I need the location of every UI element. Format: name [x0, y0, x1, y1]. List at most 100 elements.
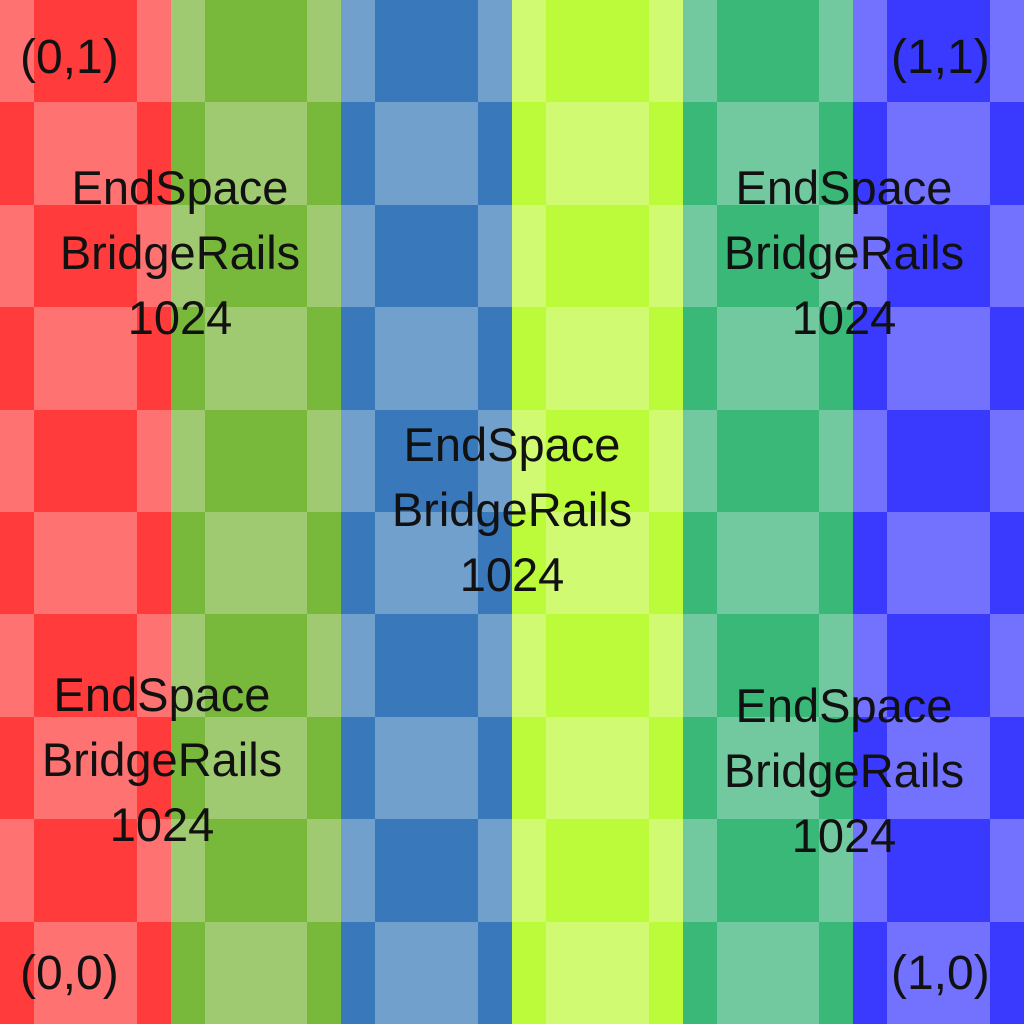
checker-cell	[819, 307, 853, 410]
checker-cell	[341, 410, 375, 512]
checker-cell	[683, 819, 717, 922]
checker-cell	[546, 717, 649, 819]
label-line-1: EndSpace	[403, 418, 621, 471]
checker-cell	[478, 0, 512, 102]
checker-cell	[171, 819, 205, 922]
checker-cell	[171, 102, 205, 205]
checker-cell	[375, 102, 478, 205]
checker-cell	[205, 205, 307, 307]
checker-cell	[478, 614, 512, 717]
checker-cell	[478, 922, 512, 1024]
checker-cell	[137, 0, 171, 102]
checker-cell	[512, 307, 546, 410]
checker-cell	[990, 512, 1024, 614]
checker-cell	[683, 307, 717, 410]
checker-cell	[546, 819, 649, 922]
label-line-3: 1024	[791, 291, 897, 344]
checker-cell	[512, 410, 546, 512]
checker-cell	[0, 307, 34, 410]
checker-cell	[137, 307, 171, 410]
checker-cell	[683, 922, 717, 1024]
checker-cell	[717, 205, 819, 307]
checker-cell	[887, 0, 990, 102]
checker-cell	[307, 307, 341, 410]
checker-cell	[649, 0, 683, 102]
checker-cell	[341, 922, 375, 1024]
checker-cell	[990, 102, 1024, 205]
checker-cell	[683, 614, 717, 717]
checker-cell	[375, 717, 478, 819]
checker-cell	[0, 819, 34, 922]
checker-cell	[990, 922, 1024, 1024]
checker-cell	[853, 0, 887, 102]
checker-cell	[990, 410, 1024, 512]
checker-cell	[990, 614, 1024, 717]
checker-cell	[853, 205, 887, 307]
checker-cell	[34, 102, 137, 205]
checker-cell	[478, 819, 512, 922]
label-line-3: 1024	[109, 798, 215, 851]
checker-cell	[887, 512, 990, 614]
label-top-right: EndSpace BridgeRails 1024	[684, 155, 1004, 350]
label-line-3: 1024	[791, 809, 897, 862]
checker-cell	[137, 614, 171, 717]
checker-cell	[990, 0, 1024, 102]
checker-cell	[478, 512, 512, 614]
checker-cell	[512, 102, 546, 205]
checker-cell	[171, 922, 205, 1024]
label-line-2: BridgeRails	[59, 226, 301, 279]
label-line-2: BridgeRails	[723, 226, 965, 279]
checker-cell	[819, 102, 853, 205]
label-line-2: BridgeRails	[723, 744, 965, 797]
label-line-1: EndSpace	[53, 668, 271, 721]
checker-cell	[887, 205, 990, 307]
checker-cell	[137, 512, 171, 614]
checker-cell	[546, 102, 649, 205]
checker-cell	[819, 410, 853, 512]
checker-cell	[205, 0, 307, 102]
checker-cell	[649, 410, 683, 512]
checker-cell	[819, 922, 853, 1024]
checker-cell	[853, 922, 887, 1024]
label-line-1: EndSpace	[71, 161, 289, 214]
checker-cell	[171, 512, 205, 614]
checker-cell	[649, 307, 683, 410]
checker-cell	[853, 512, 887, 614]
checker-cell	[375, 614, 478, 717]
checker-cell	[990, 717, 1024, 819]
checker-cell	[34, 307, 137, 410]
checker-cell	[171, 614, 205, 717]
checker-cell	[683, 410, 717, 512]
checker-cell	[819, 717, 853, 819]
checker-cell	[683, 717, 717, 819]
checker-cell	[887, 410, 990, 512]
checker-cell	[819, 614, 853, 717]
checker-cell	[717, 614, 819, 717]
checker-cell	[853, 614, 887, 717]
checker-cell	[887, 614, 990, 717]
checker-cell	[717, 512, 819, 614]
checker-cell	[375, 819, 478, 922]
checker-cell	[375, 307, 478, 410]
checker-cell	[375, 512, 478, 614]
checker-cell	[307, 205, 341, 307]
checker-cell	[307, 922, 341, 1024]
checker-cell	[683, 102, 717, 205]
checker-cell	[512, 717, 546, 819]
checker-cell	[307, 614, 341, 717]
label-bottom-left: EndSpace BridgeRails 1024	[2, 662, 322, 857]
checker-cell	[205, 922, 307, 1024]
checker-cell	[683, 205, 717, 307]
checker-cell	[887, 717, 990, 819]
checker-cell	[137, 717, 171, 819]
checker-cell	[0, 205, 34, 307]
checker-cell	[307, 410, 341, 512]
checker-cell	[546, 614, 649, 717]
checker-cell	[717, 410, 819, 512]
checker-cell	[205, 717, 307, 819]
checker-cell	[341, 717, 375, 819]
checker-cell	[649, 512, 683, 614]
checker-cell	[478, 102, 512, 205]
checker-cell	[307, 717, 341, 819]
